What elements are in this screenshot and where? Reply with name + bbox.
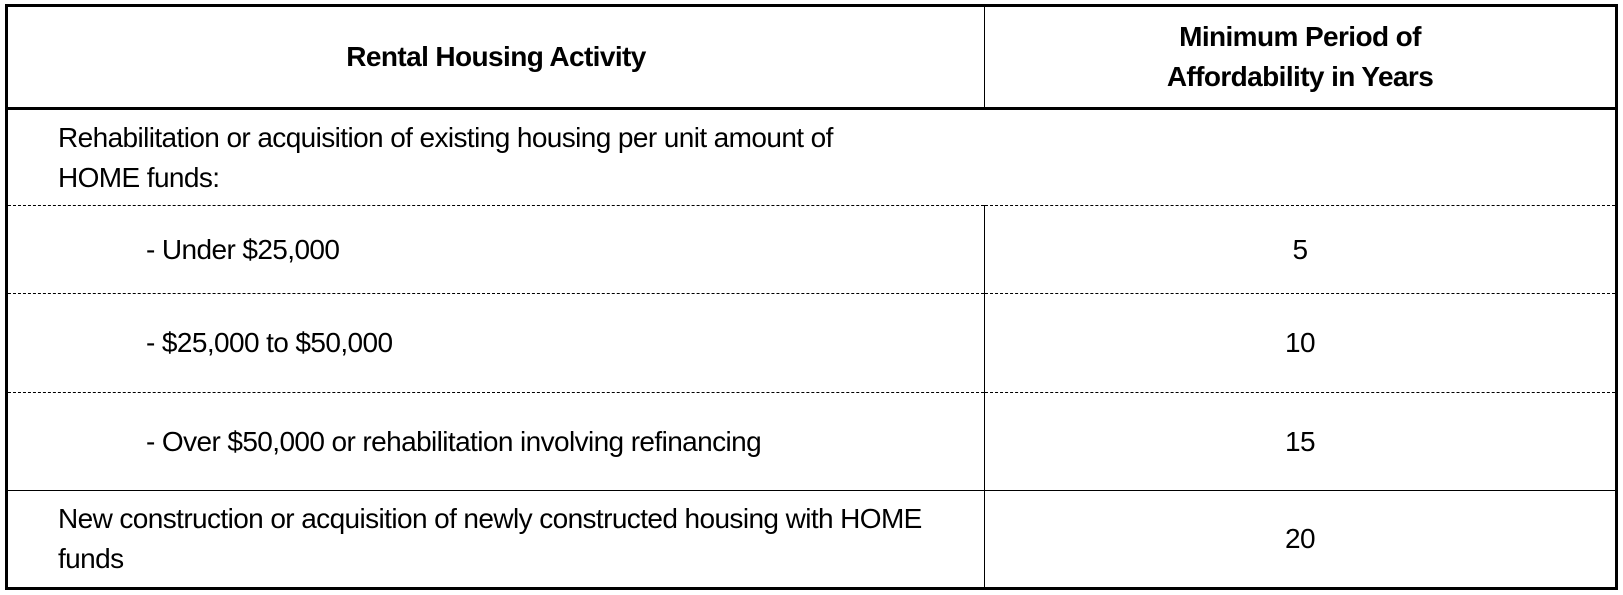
- row: - Under $25,000 5: [6, 205, 1617, 294]
- years-cell: 10: [984, 293, 1617, 393]
- activity-cell: New construction or acquisition of newly…: [58, 503, 922, 574]
- column-header: Minimum Period of Affordability in Years: [984, 5, 1617, 110]
- header-row: Rental Housing Activity Minimum Period o…: [6, 5, 1617, 110]
- years-cell: 5: [984, 205, 1617, 294]
- column-header: Rental Housing Activity: [6, 5, 985, 110]
- activity-text: Rehabilitation or acquisition of existin…: [58, 121, 833, 193]
- years-cell: 20: [984, 490, 1617, 589]
- row: New construction or acquisition of newly…: [7, 490, 1617, 589]
- years-cell: 15: [984, 392, 1617, 491]
- activity-cell: - $25,000 to $50,000: [6, 293, 985, 393]
- activity-cell: Rehabilitation or acquisition of existin…: [6, 108, 1617, 206]
- affordability-table: Rental Housing Activity Minimum Period o…: [5, 4, 1618, 590]
- row: - Over $50,000 or rehabilitation involvi…: [6, 392, 1617, 491]
- row: - $25,000 to $50,000 10: [6, 293, 1617, 393]
- row: Rehabilitation or acquisition of existin…: [6, 108, 1617, 206]
- activity-cell: - Under $25,000: [6, 205, 985, 294]
- activity-cell: - Over $50,000 or rehabilitation involvi…: [6, 392, 985, 491]
